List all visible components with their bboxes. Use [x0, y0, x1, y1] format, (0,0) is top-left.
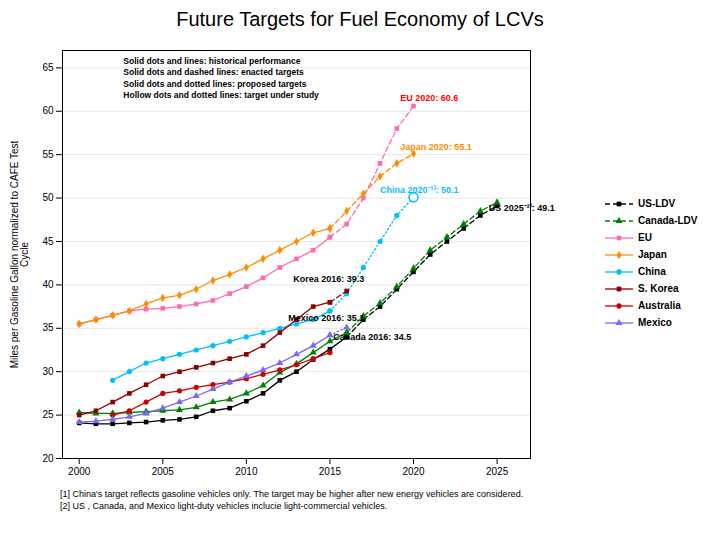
svg-text:2005: 2005: [152, 466, 175, 477]
svg-text:Japan 2020: 55.1: Japan 2020: 55.1: [400, 142, 472, 152]
svg-text:30: 30: [42, 366, 54, 377]
svg-text:40: 40: [42, 279, 54, 290]
svg-text:EU 2020: 60.6: EU 2020: 60.6: [400, 93, 458, 103]
svg-text:25: 25: [42, 409, 54, 420]
svg-text:20: 20: [42, 453, 54, 464]
svg-text:Miles per Gasoline Gallon norm: Miles per Gasoline Gallon normalized to …: [9, 140, 30, 368]
html-text:Mexico: Mexico: [638, 317, 672, 328]
html-text:Australia: Australia: [638, 300, 681, 311]
html-text:Canada-LDV: Canada-LDV: [638, 215, 698, 226]
svg-text:Korea 2016: 39.3: Korea 2016: 39.3: [293, 274, 364, 284]
svg-text:45: 45: [42, 236, 54, 247]
svg-text:65: 65: [42, 62, 54, 73]
svg-text:2010: 2010: [235, 466, 258, 477]
svg-text:Solid dots and lines: historic: Solid dots and lines: historical perform…: [123, 56, 319, 100]
html-text:Japan: Japan: [638, 249, 667, 260]
html-text:China: China: [638, 266, 666, 277]
svg-text:2020: 2020: [402, 466, 425, 477]
html-text:US-LDV: US-LDV: [638, 198, 676, 209]
svg-text:35: 35: [42, 322, 54, 333]
svg-text:US 2025⁻²⁾: 49.1: US 2025⁻²⁾: 49.1: [489, 202, 555, 213]
html-text:Future Targets for Fuel Econom: Future Targets for Fuel Economy of LCVs: [176, 8, 544, 30]
svg-text:55: 55: [42, 149, 54, 160]
html-text:EU: EU: [638, 232, 652, 243]
html-text:[2] US , Canada, and Mexico li: [2] US , Canada, and Mexico light-duty v…: [60, 501, 388, 511]
svg-text:2000: 2000: [68, 466, 91, 477]
html-text:[1] China's target reflects ga: [1] China's target reflects gasoline veh…: [60, 489, 524, 499]
svg-text:China 2020⁻¹⁾: 50.1: China 2020⁻¹⁾: 50.1: [380, 184, 459, 195]
html-text:S. Korea: S. Korea: [638, 283, 679, 294]
svg-text:Mexico 2016: 35.1: Mexico 2016: 35.1: [288, 313, 364, 323]
svg-text:60: 60: [42, 105, 54, 116]
svg-text:50: 50: [42, 192, 54, 203]
svg-text:2025: 2025: [486, 466, 509, 477]
svg-text:Canada 2016: 34.5: Canada 2016: 34.5: [333, 332, 411, 342]
svg-text:2015: 2015: [319, 466, 342, 477]
